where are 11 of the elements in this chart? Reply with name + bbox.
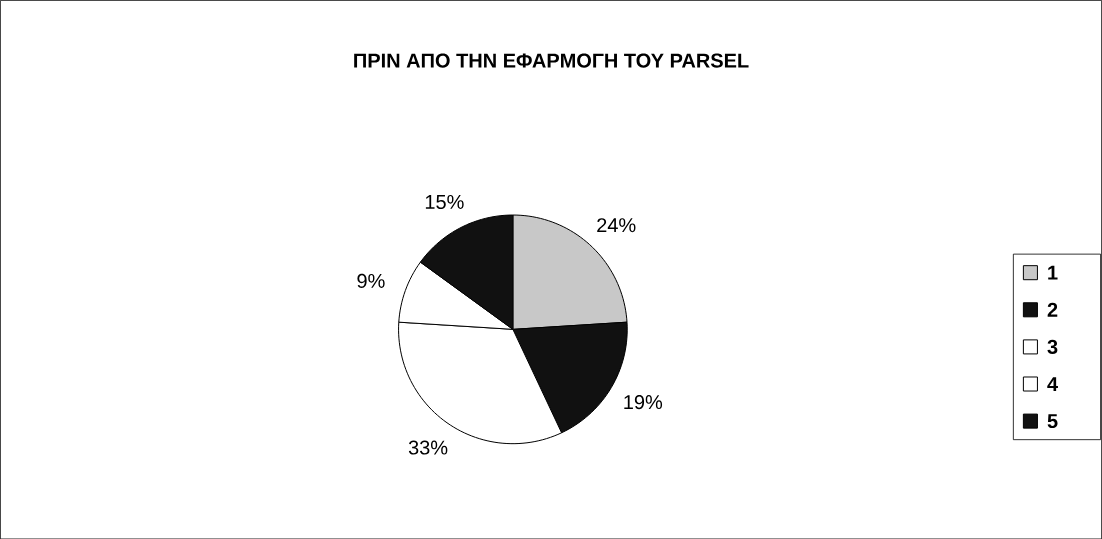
data-label: 19% [624,394,663,409]
legend-label: 5 [1047,413,1058,428]
data-label: 9% [357,273,385,288]
chart-title: ΠΡΙΝ ΑΠΟ ΤΗΝ ΕΦΑΡΜΟΓΗ ΤΟΥ PARSEL [354,53,749,68]
legend-label: 2 [1047,302,1058,317]
data-label: 24% [597,217,636,233]
data-label: 33% [408,440,448,455]
data-label: 15% [425,194,464,209]
legend-label: 3 [1047,339,1058,354]
legend-label: 4 [1047,376,1058,391]
legend-label: 1 [1048,265,1058,280]
